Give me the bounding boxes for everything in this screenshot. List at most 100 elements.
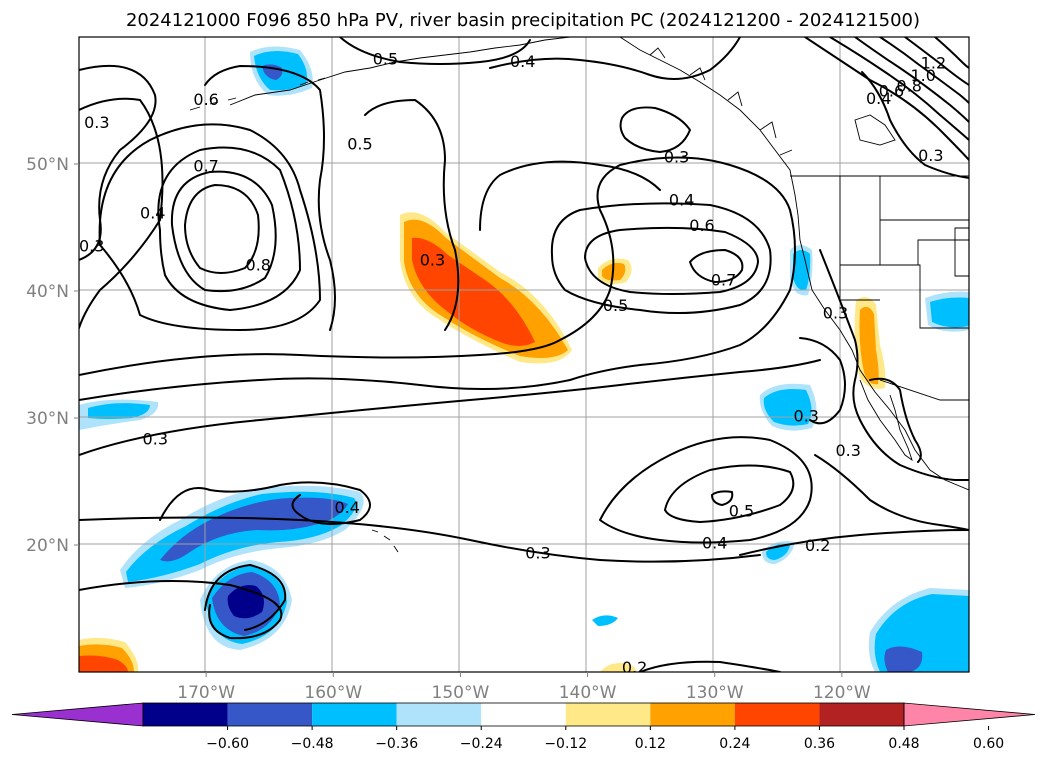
hawaii-islands [371,529,399,553]
contour-ne-7 [861,71,969,179]
colorbar-segment [312,703,397,726]
contour-label: 0.3 [79,236,104,255]
contour-ne-5 [904,37,969,86]
colorbar-segment [734,703,820,726]
x-tick-label: 170°W [177,683,235,703]
contour-south-0.4 [599,436,813,544]
colorbar-tick-label: 0.12 [635,736,666,752]
canada-fjords [649,47,793,156]
colorbar-segment [481,703,566,726]
contour-label: 0.4 [335,498,360,517]
colorbar-tick-label: 0.60 [973,736,1004,752]
chart-title: 2024121000 F096 850 hPa PV, river basin … [126,10,920,31]
contour-southwest-0.4 [204,564,287,631]
colorbar-segment [396,703,482,726]
contour-label: 0.4 [140,203,165,222]
aleutian-islands [189,77,326,111]
contour-label: 0.6 [879,81,904,100]
contour-label: 0.5 [373,50,398,69]
contour-southwest-0.3 [79,580,283,640]
negative-se-corner-dark [884,646,923,672]
negative-oregon-core [793,250,811,291]
x-tick-label: 160°W [304,683,362,703]
contour-label: 0.5 [729,502,754,521]
negative-spot-140w-south [592,615,618,626]
colorbar-tick-label: −0.48 [291,736,334,752]
y-tick-label: 20°N [26,536,69,556]
colorbar-tick-label: −0.36 [375,736,418,752]
colorbar-frame [142,702,905,727]
contour-aleutian-0.5 [204,65,336,331]
contour-ne-1 [804,37,969,161]
contour-center-0.5 [550,202,772,315]
contour-label: 0.3 [525,544,550,563]
x-tick-label: 140°W [559,683,617,703]
map-gridlines [79,37,969,672]
colorbar-segment [819,703,904,726]
contour-mid-0.5 [364,99,460,331]
alaska-coast [229,37,571,106]
contour-label: 0.3 [143,429,168,448]
contour-label: 0.5 [603,296,628,315]
contour-label: 0.2 [805,536,830,555]
contour-ne-2 [829,37,969,141]
map-frame [78,36,970,673]
colorbar-tick-label: 0.36 [804,736,835,752]
positive-anomaly-red [412,237,535,346]
baja-california [859,379,913,462]
contour-label: 1.2 [921,53,946,72]
colorbar-segment [143,703,228,726]
y-tick-label: 50°N [26,155,69,175]
contour-label: 0.3 [794,406,819,425]
contour-label: 0.4 [702,533,727,552]
contour-center-0.6 [584,226,759,295]
contour-label: 0.3 [664,147,689,166]
contour-west-0.5 [98,123,321,331]
colorbar-extend-high [903,702,1036,727]
x-tick-label: 120°W [813,683,871,703]
colorbar-segment [565,703,651,726]
contour-label: 0.4 [510,52,535,71]
contour-label: 0.7 [711,271,736,290]
contour-band-0.4 [79,156,796,401]
contour-label: 1.0 [911,66,936,85]
positive-west-bottom-red [79,655,128,672]
contour-label: 0.6 [193,90,218,109]
contour-label: 0.3 [823,304,848,323]
contour-south-0.5-inner [711,490,734,506]
colorbar-tick-label: −0.60 [206,736,249,752]
y-tick-label: 30°N [26,409,69,429]
contour-center-0.4 [479,160,661,231]
x-tick-label: 130°W [686,683,744,703]
contour-north-0.4 [489,37,741,80]
contour-hawaii-0.4 [159,481,371,525]
coastlines [189,37,969,553]
negative-west-30n-core [88,403,150,419]
x-tick-label: 150°W [432,683,490,703]
colorbar-tick-label: −0.24 [460,736,503,752]
contour-south-0.5 [664,464,795,523]
contour-ne-4 [879,37,969,104]
canada-coast [619,37,969,491]
contour-coast-0.3 [819,249,969,481]
contour-ne-6 [934,37,969,69]
contour-label: 0.2 [622,658,647,677]
contour-ne-3 [854,37,969,123]
colorbar-tick-label: 0.24 [719,736,750,752]
contour-label: 0.6 [689,216,714,235]
contour-label: 0.3 [420,250,445,269]
contour-south-bottom [639,660,781,672]
negative-hawaii-band-dark [160,497,348,562]
negative-30n-125w-core [763,389,812,426]
contour-label: 0.3 [835,441,860,460]
longitude-tick-labels: 170°W 160°W 150°W 140°W 130°W 120°W [177,672,871,703]
colorbar-extend-low [11,702,144,727]
latitude-tick-labels: 50°N 40°N 30°N 20°N [26,155,79,556]
contour-label: 0.4 [669,191,694,210]
contour-north-0.3 [619,106,691,153]
contour-labels: 0.5 0.4 1.21.00.80.60.40.60.30.50.30.30.70… [79,50,946,677]
map-area: 0.5 0.4 1.21.00.80.60.40.60.30.50.30.30.70… [79,37,969,677]
contour-west-0.7 [170,170,277,293]
colorbar-tick-label: −0.12 [544,736,587,752]
